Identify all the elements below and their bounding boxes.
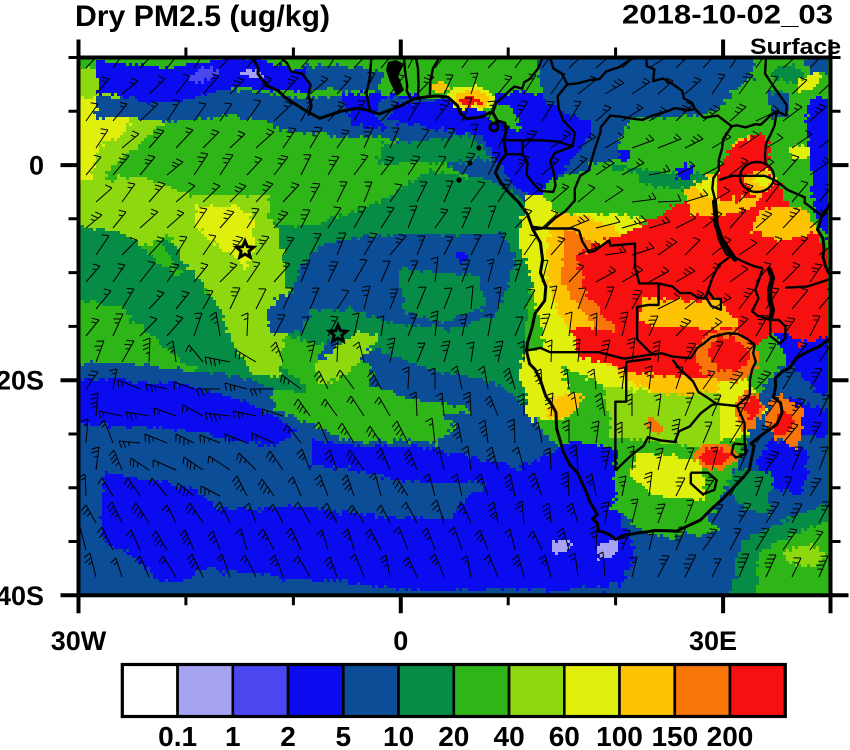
svg-text:0: 0 <box>393 626 408 656</box>
svg-text:5: 5 <box>336 721 352 750</box>
svg-text:0.1: 0.1 <box>158 721 197 750</box>
svg-text:2018-10-02_03: 2018-10-02_03 <box>622 0 833 30</box>
svg-text:2: 2 <box>280 721 296 750</box>
svg-text:0: 0 <box>29 151 44 181</box>
svg-text:Surface: Surface <box>750 34 841 59</box>
svg-text:150: 150 <box>651 721 698 750</box>
svg-text:10: 10 <box>383 721 414 750</box>
svg-text:1: 1 <box>225 721 241 750</box>
svg-text:60: 60 <box>549 721 580 750</box>
svg-text:40S: 40S <box>0 581 44 611</box>
svg-text:20: 20 <box>438 721 469 750</box>
svg-text:40: 40 <box>494 721 525 750</box>
svg-text:30W: 30W <box>51 626 107 656</box>
svg-text:100: 100 <box>596 721 643 750</box>
svg-text:200: 200 <box>707 721 754 750</box>
svg-text:20S: 20S <box>0 366 44 396</box>
svg-text:30E: 30E <box>689 626 737 656</box>
svg-text:Dry PM2.5 (ug/kg): Dry PM2.5 (ug/kg) <box>75 0 330 33</box>
